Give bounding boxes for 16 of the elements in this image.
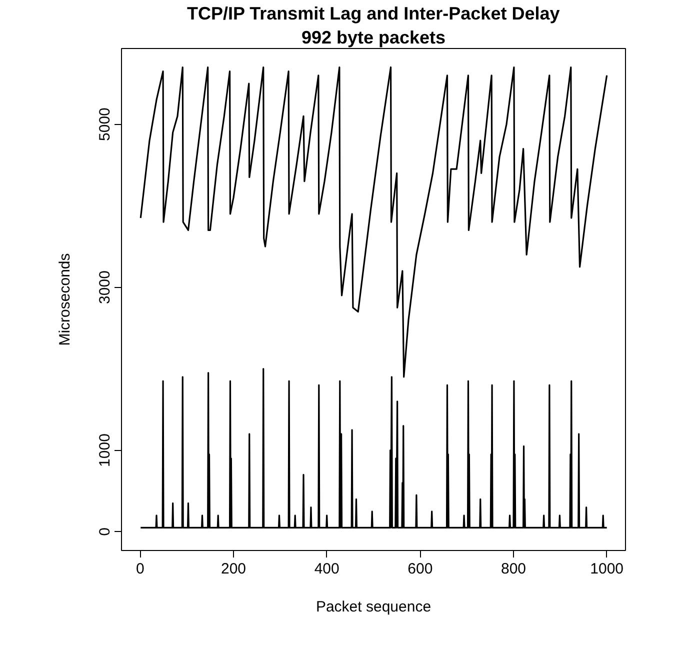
line-series xyxy=(140,66,608,378)
y-tick-label: 3000 xyxy=(96,270,114,304)
x-tick-label: 400 xyxy=(314,560,340,578)
x-tick-label: 800 xyxy=(500,560,526,578)
x-tick-label: 200 xyxy=(220,560,246,578)
x-tick-label: 0 xyxy=(136,560,144,578)
chart-subtitle: 992 byte packets xyxy=(301,28,446,48)
y-tick-label: 5000 xyxy=(96,108,114,141)
x-tick-label: 600 xyxy=(408,560,433,578)
line-series xyxy=(140,368,608,528)
y-tick-label: 0 xyxy=(96,528,114,536)
chart-title: TCP/IP Transmit Lag and Inter-Packet Delay xyxy=(186,4,560,24)
x-axis-title: Packet sequence xyxy=(316,598,432,616)
y-axis-title: Microseconds xyxy=(56,253,74,346)
y-tick-label: 1000 xyxy=(96,434,114,467)
x-tick-label: 1000 xyxy=(590,560,624,578)
